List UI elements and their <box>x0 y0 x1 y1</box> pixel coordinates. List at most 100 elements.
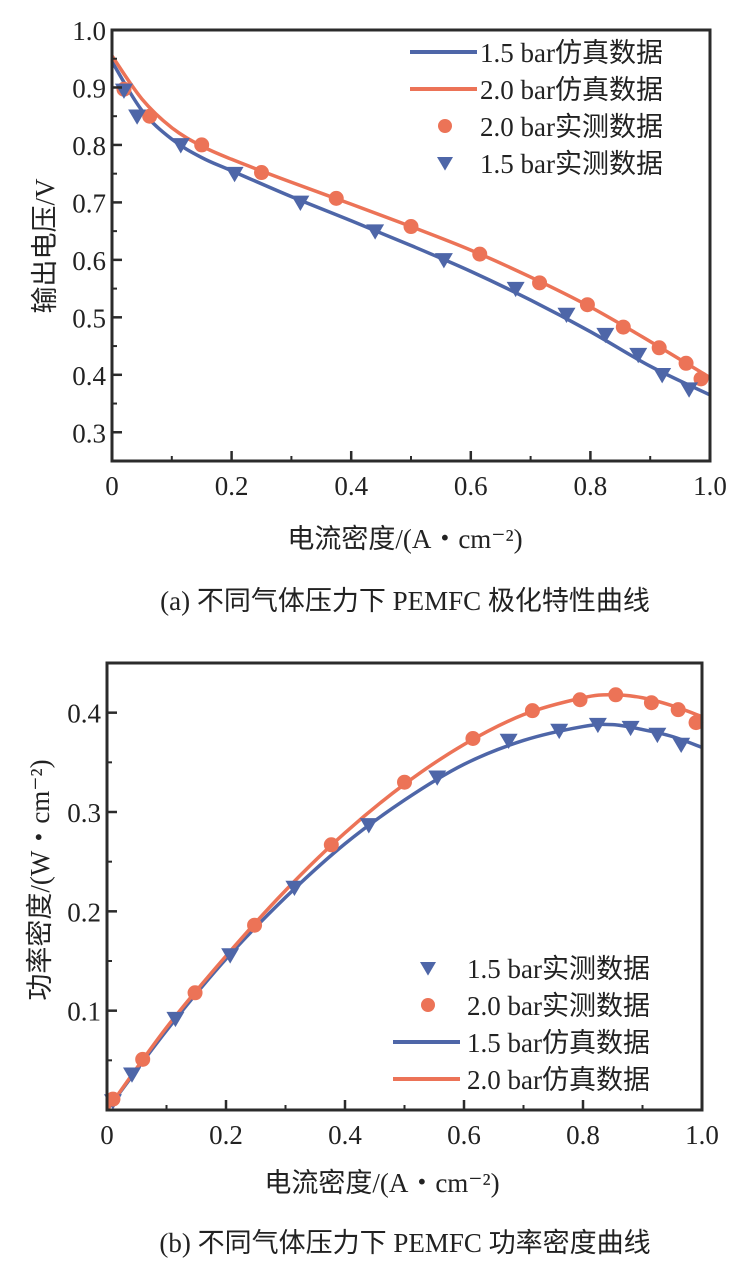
a-x-tick-label: 0.8 <box>574 471 608 501</box>
b-y-tick-label: 0.2 <box>67 897 101 927</box>
b-point-circle <box>135 1051 151 1067</box>
a-point-circle <box>532 275 548 291</box>
a-legend-item: 2.0 bar仿真数据 <box>410 75 663 105</box>
chart-a-y-axis-label: 输出电压/V <box>30 178 60 314</box>
b-point-triangle <box>648 727 667 744</box>
b-point-triangle <box>672 737 691 754</box>
a-point-triangle <box>680 382 699 398</box>
b-point-circle <box>247 917 263 933</box>
b-point-triangle <box>166 1011 185 1028</box>
b-point-triangle <box>122 1067 141 1083</box>
b-point-circle <box>187 985 203 1001</box>
chart-a-caption: (a) 不同气体压力下 PEMFC 极化特性曲线 <box>160 586 650 616</box>
a-legend-triangle-swatch <box>437 157 453 171</box>
b-point-circle <box>397 774 412 790</box>
chart-a-series-layer <box>112 54 710 398</box>
b-point-circle <box>465 730 481 746</box>
a-legend-label: 2.0 bar仿真数据 <box>480 75 663 105</box>
a-point-circle <box>328 190 344 206</box>
a-point-circle <box>254 165 269 181</box>
a-point-triangle <box>366 224 385 240</box>
a-point-circle <box>472 246 488 262</box>
a-legend-label: 1.5 bar仿真数据 <box>480 38 663 68</box>
b-y-tick-label: 0.3 <box>67 798 101 828</box>
a-point-circle <box>651 340 667 356</box>
chart-a-legend: 1.5 bar仿真数据 2.0 bar仿真数据 2.0 bar实测数据 1.5 bar… <box>410 38 663 179</box>
b-point-triangle <box>359 818 378 834</box>
b-point-triangle <box>221 948 240 964</box>
a-point-triangle <box>171 138 190 154</box>
b-x-tick-label: 0.8 <box>566 1120 600 1150</box>
a-point-triangle <box>225 166 244 183</box>
a-point-triangle <box>128 109 147 125</box>
b-point-triangle <box>588 717 607 734</box>
chart-a-x-axis-label: 电流密度/(A・cm⁻²) <box>287 524 522 554</box>
chart-b-caption: (b) 不同气体压力下 PEMFC 功率密度曲线 <box>159 1228 650 1258</box>
a-point-circle <box>579 297 595 313</box>
b-x-tick-label: 0 <box>100 1120 114 1150</box>
chart-b-legend: 1.5 bar实测数据 2.0 bar实测数据 1.5 bar仿真数据 2.0 bar… <box>393 954 650 1095</box>
a-x-tick-label: 0.6 <box>454 471 488 501</box>
a-point-triangle <box>596 327 615 344</box>
b-point-circle <box>524 703 540 719</box>
a-x-tick-label: 0 <box>105 471 119 501</box>
a-point-triangle <box>557 307 576 324</box>
b-legend-label: 1.5 bar仿真数据 <box>467 1028 650 1058</box>
b-legend-item: 1.5 bar实测数据 <box>420 954 650 984</box>
b-point-circle <box>105 1091 121 1107</box>
a-legend-item: 1.5 bar仿真数据 <box>410 38 663 68</box>
a-point-circle <box>142 108 158 124</box>
a-point-triangle <box>434 253 453 269</box>
b-point-circle <box>670 702 686 718</box>
a-y-tick-label: 0.4 <box>72 361 106 391</box>
a-point-circle <box>194 137 210 153</box>
a-point-circle <box>403 219 419 235</box>
b-legend-label: 2.0 bar仿真数据 <box>467 1065 650 1095</box>
b-legend-label: 2.0 bar实测数据 <box>467 991 650 1021</box>
a-y-tick-label: 0.9 <box>72 73 106 103</box>
b-x-tick-label: 0.4 <box>328 1120 362 1150</box>
a-legend-label: 2.0 bar实测数据 <box>480 112 663 142</box>
b-point-triangle <box>428 770 447 786</box>
chart-a-ticks: 0 0.2 0.4 0.6 0.8 1.0 0.3 0.4 0.5 0.6 0.7 0.8 0.9 1.0 <box>72 16 727 501</box>
b-point-triangle <box>499 733 518 750</box>
chart-b-power-density: 0 0.2 0.4 0.6 0.8 1.0 0.1 0.2 0.3 0.4 1.5 bar实测数据… <box>25 661 719 1258</box>
a-point-triangle <box>291 195 310 211</box>
a-y-tick-label: 0.3 <box>72 418 106 448</box>
b-legend-item: 1.5 bar仿真数据 <box>393 1028 650 1058</box>
b-point-triangle <box>550 723 569 740</box>
chart-b-y-axis-label: 功率密度/(W・cm⁻²) <box>25 759 55 1000</box>
b-point-triangle <box>621 720 640 737</box>
b-legend-circle-swatch <box>421 998 435 1012</box>
a-point-circle <box>678 355 694 371</box>
b-point-circle <box>643 695 659 711</box>
a-point-triangle <box>506 281 525 298</box>
b-x-tick-label: 0.2 <box>209 1120 243 1150</box>
a-y-tick-label: 0.5 <box>72 303 106 333</box>
a-y-tick-label: 0.8 <box>72 131 106 161</box>
b-legend-item: 2.0 bar实测数据 <box>421 991 650 1021</box>
chart-a-polarization: 0 0.2 0.4 0.6 0.8 1.0 0.3 0.4 0.5 0.6 0.7 0.8 0.9 1.0… <box>30 16 727 616</box>
b-point-circle <box>572 692 588 708</box>
b-point-circle <box>608 687 624 703</box>
a-x-tick-label: 1.0 <box>693 471 727 501</box>
chart-b-x-axis-label: 电流密度/(A・cm⁻²) <box>264 1168 499 1198</box>
a-legend-circle-swatch <box>438 119 452 133</box>
a-y-tick-label: 0.7 <box>72 188 106 218</box>
a-legend-item: 2.0 bar实测数据 <box>438 112 663 142</box>
a-legend-item: 1.5 bar实测数据 <box>437 149 663 179</box>
a-x-tick-label: 0.2 <box>215 471 249 501</box>
b-legend-label: 1.5 bar实测数据 <box>467 954 650 984</box>
b-series-line-2 <box>107 722 702 1110</box>
b-x-tick-label: 0.6 <box>447 1120 481 1150</box>
b-point-circle <box>323 837 339 853</box>
a-y-tick-label: 0.6 <box>72 246 106 276</box>
b-y-tick-label: 0.1 <box>67 997 101 1027</box>
a-point-triangle <box>653 368 672 384</box>
a-point-triangle <box>629 347 648 364</box>
a-y-tick-label: 1.0 <box>72 16 106 46</box>
chart-b-series-layer <box>103 687 704 1110</box>
b-y-tick-label: 0.4 <box>67 699 101 729</box>
b-x-tick-label: 1.0 <box>685 1120 719 1150</box>
